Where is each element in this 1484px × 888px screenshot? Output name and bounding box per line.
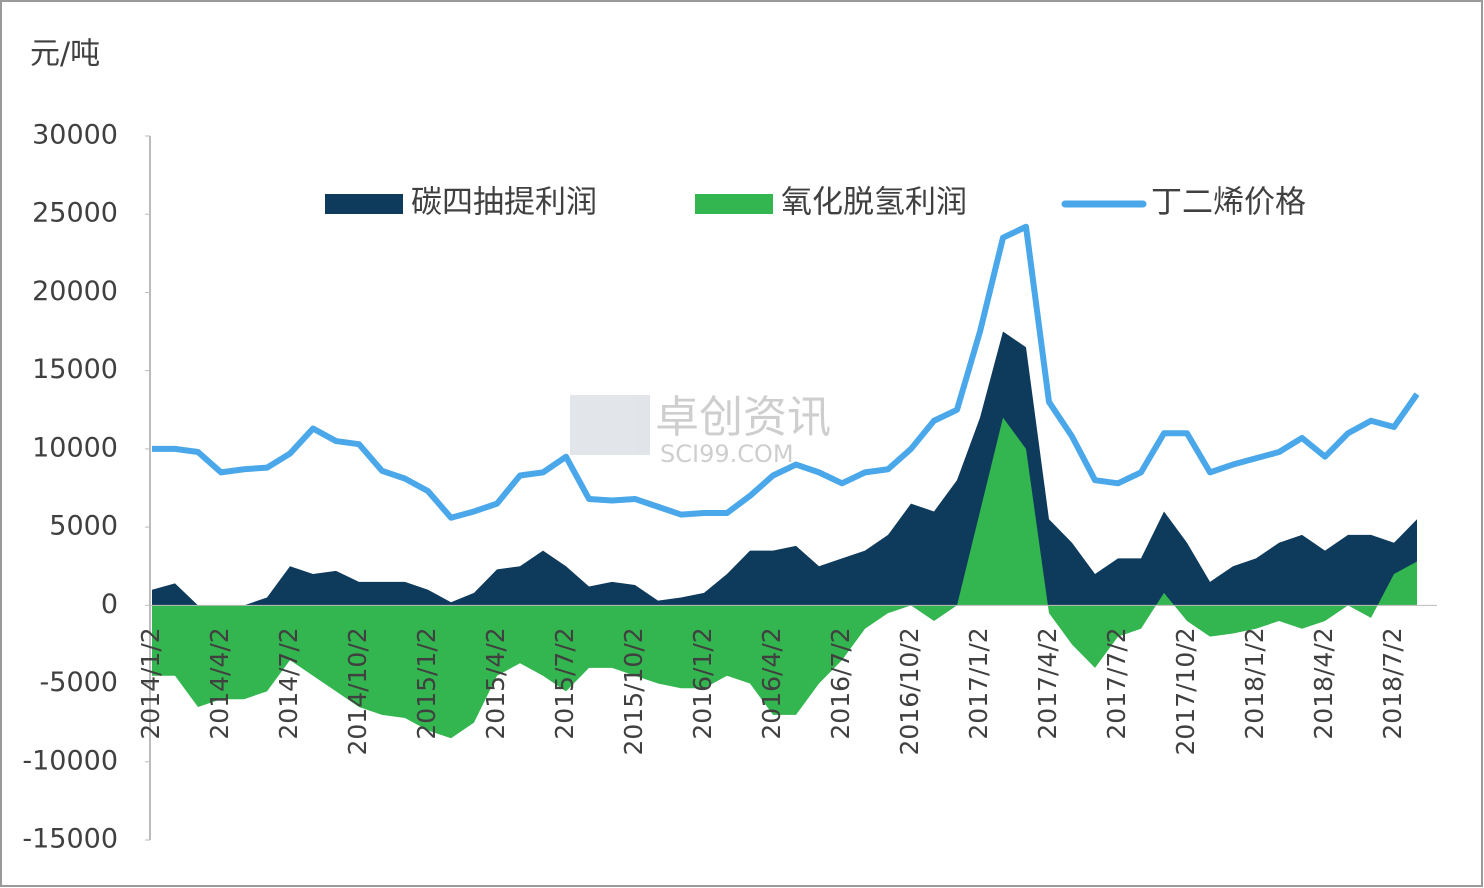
x-tick-label: 2017/7/2 [1102, 627, 1131, 739]
y-tick-label: 20000 [32, 276, 118, 307]
area [152, 331, 1417, 606]
y-tick-label: 5000 [49, 511, 118, 542]
legend-swatch [695, 194, 773, 214]
x-tick-label: 2017/1/2 [964, 627, 993, 739]
x-tick-label: 2015/7/2 [550, 627, 579, 739]
legend-label: 碳四抽提利润 [411, 185, 597, 221]
x-tick-label: 2015/4/2 [481, 627, 510, 739]
y-tick-label: -15000 [22, 824, 118, 855]
y-tick-label: 25000 [32, 198, 118, 229]
x-tick-label: 2018/4/2 [1309, 627, 1338, 739]
legend-label: 氧化脱氢利润 [781, 185, 967, 221]
x-tick-label: 2014/7/2 [274, 627, 303, 739]
x-tick-label: 2016/1/2 [688, 627, 717, 739]
x-tick-label: 2015/1/2 [412, 627, 441, 739]
legend-label: 丁二烯价格 [1151, 185, 1306, 221]
watermark-logo [570, 395, 650, 455]
x-tick-label: 2018/7/2 [1378, 627, 1407, 739]
y-tick-label: 0 [101, 589, 118, 620]
legend-swatch [325, 194, 403, 214]
line [152, 223, 1420, 521]
x-tick-label: 2015/10/2 [619, 627, 648, 755]
x-tick-label: 2014/4/2 [205, 627, 234, 739]
y-tick-label: 10000 [32, 432, 118, 463]
area [152, 417, 1417, 739]
watermark: 卓创资讯 SCI99.COM [570, 392, 831, 468]
watermark-text: SCI99.COM [660, 440, 794, 468]
x-tick-label: 2014/1/2 [136, 627, 165, 739]
y-tick-label: -5000 [40, 667, 118, 698]
x-tick-label: 2016/7/2 [826, 627, 855, 739]
y-tick-label: -10000 [22, 745, 118, 776]
y-tick-label: 30000 [32, 120, 118, 151]
watermark-text: 卓创资讯 [655, 392, 831, 443]
y-tick-label: 15000 [32, 354, 118, 385]
x-tick-label: 2018/1/2 [1240, 627, 1269, 739]
x-tick-label: 2014/10/2 [343, 627, 372, 755]
x-tick-label: 2017/4/2 [1033, 627, 1062, 739]
x-tick-label: 2016/4/2 [757, 627, 786, 739]
x-tick-label: 2016/10/2 [895, 627, 924, 755]
y-axis-label: 元/吨 [30, 37, 100, 72]
x-tick-label: 2017/10/2 [1171, 627, 1200, 755]
